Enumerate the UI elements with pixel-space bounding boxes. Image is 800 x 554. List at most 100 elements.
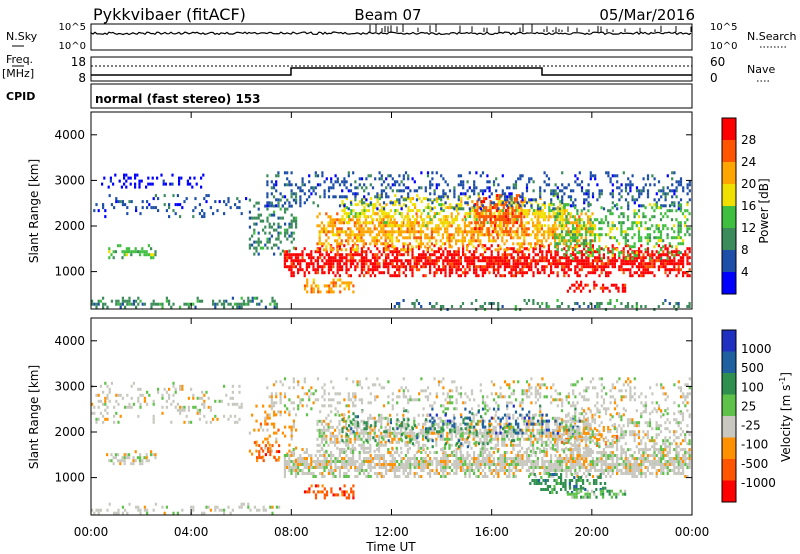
scatter-cell [378,177,381,181]
scatter-cell [349,201,353,205]
scatter-cell [283,183,287,187]
scatter-cell [152,402,155,406]
scatter-cell [516,218,519,222]
scatter-cell [303,466,306,469]
scatter-cell [349,463,352,466]
scatter-cell [387,195,390,199]
scatter-cell [290,171,293,175]
scatter-cell [600,271,603,275]
scatter-cell [587,259,590,263]
colorbar-segment [722,272,736,294]
scatter-cell [363,250,366,254]
scatter-cell [484,268,487,272]
scatter-cell [598,239,601,243]
scatter-cell [336,493,340,497]
scatter-cell [470,256,473,260]
scatter-cell [130,253,133,257]
scatter-cell [519,204,522,208]
scatter-cell [618,186,621,190]
scatter-cell [518,224,521,228]
scatter-cell [310,466,313,469]
scatter-cell [505,248,508,252]
scatter-cell [286,231,289,235]
scatter-cell [310,262,313,266]
nsky-trace [90,31,692,36]
scatter-cell [277,246,280,250]
scatter-cell [629,274,632,278]
scatter-cell [492,180,496,184]
scatter-cell [402,253,405,257]
scatter-cell [591,212,594,216]
scatter-cell [121,511,124,515]
scatter-cell [686,256,689,260]
scatter-cell [506,224,509,228]
scatter-cell [295,198,298,202]
scatter-cell [477,475,480,478]
scatter-cell [521,200,524,204]
scatter-cell [203,511,206,515]
scatter-cell [115,200,118,204]
scatter-cell [549,215,552,219]
scatter-cell [503,457,506,460]
scatter-cell [257,428,260,432]
velocity-heatmap [91,377,691,515]
scatter-cell [255,419,258,423]
scatter-cell [347,475,350,478]
scatter-cell [627,183,630,187]
scatter-cell [618,221,621,225]
scatter-cell [323,256,326,260]
scatter-cell [264,225,267,229]
scatter-cell [659,257,663,261]
scatter-cell [466,245,469,249]
scatter-cell [464,218,467,222]
scatter-cell [563,256,566,260]
scatter-cell [345,284,348,288]
scatter-cell [407,195,410,199]
scatter-cell [557,197,560,201]
scatter-cell [532,271,535,275]
scatter-cell [371,268,374,272]
noise-tick-left-bottom: 10^0 [59,41,86,52]
scatter-cell [435,171,438,175]
scatter-cell [422,457,425,460]
scatter-cell [334,460,337,463]
scatter-cell [607,302,610,305]
scatter-cell [552,203,555,207]
scatter-cell [499,265,502,269]
scatter-cell [378,233,381,237]
scatter-cell [264,231,267,235]
scatter-cell [523,233,526,237]
scatter-cell [521,212,524,216]
scatter-cell [552,207,555,211]
scatter-cell [635,254,638,258]
scatter-cell [343,218,346,222]
scatter-cell [638,262,641,266]
scatter-cell [675,195,678,199]
scatter-cell [541,209,544,213]
scatter-cell [574,302,577,305]
scatter-cell [407,262,410,266]
scatter-cell [367,230,370,234]
scatter-cell [524,212,527,216]
scatter-cell [426,259,429,263]
scatter-cell [523,271,526,275]
scatter-cell [137,508,140,512]
scatter-cell [514,265,517,269]
scatter-cell [613,204,617,208]
scatter-cell [534,198,537,202]
scatter-cell [591,174,595,178]
scatter-cell [205,390,208,394]
scatter-cell [240,405,243,409]
scatter-cell [611,206,614,210]
scatter-cell [442,259,445,263]
scatter-cell [101,182,104,186]
scatter-cell [602,207,606,211]
scatter-cell [587,256,590,260]
scatter-cell [345,496,348,500]
scatter-cell [128,453,131,457]
scatter-cell [637,221,641,225]
scatter-cell [120,185,123,189]
scatter-cell [622,259,625,263]
scatter-cell [525,221,528,225]
scatter-cell [248,198,251,202]
